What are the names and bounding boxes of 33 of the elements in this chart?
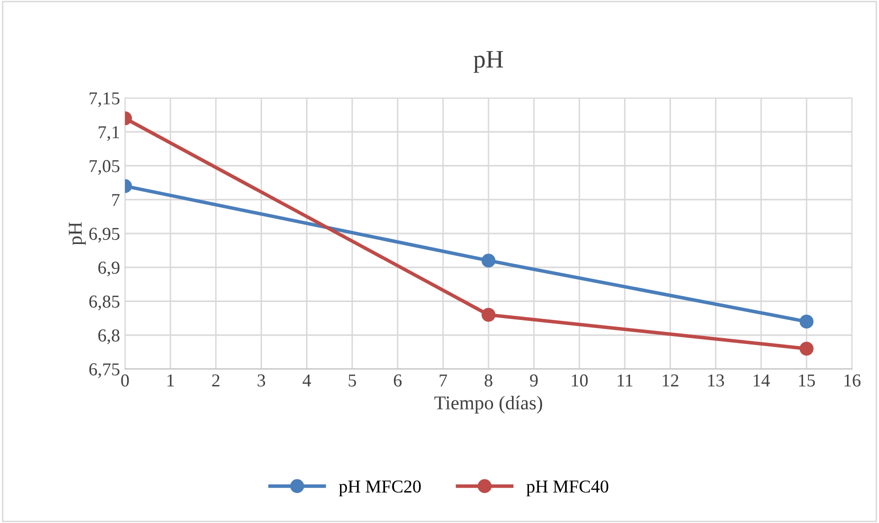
x-tick-label: 6 [394,374,402,387]
x-tick-label: 14 [754,374,770,386]
y-tick-label: 7 [112,194,120,206]
point [800,342,814,356]
x-tick-label: 16 [844,374,860,387]
x-tick-label: 13 [708,374,724,387]
y-tick-label: 7,15 [90,92,120,108]
legend-label: pH MFC40 [526,480,608,496]
y-tick-label: 6,85 [89,296,120,310]
y-tick-label: 7,05 [90,160,120,175]
y-tick-label: 6,9 [98,262,120,276]
chart-title: pH [474,51,504,73]
x-tick-label: 15 [799,374,815,387]
x-tick-label: 11 [618,374,632,386]
y-tick-label: 6,95 [89,228,120,243]
x-tick-label: 0 [121,374,129,387]
x-tick-label: 3 [258,374,266,387]
y-tick-label: 7,1 [98,126,120,141]
y-tick-label: 6,75 [89,363,120,378]
x-tick-label: 8 [484,374,492,387]
x-tick-label: 2 [212,374,220,386]
x-tick-label: 1 [168,374,174,386]
point [800,314,814,329]
x-tick-label: 12 [662,374,678,386]
x-axis-title: Tiempo (días) [434,396,542,414]
y-axis-title: pH [68,222,86,246]
y-tick-label: 6,8 [98,329,120,344]
x-tick-label: 9 [530,374,538,387]
x-tick-label: 7 [440,374,448,386]
x-tick-label: 5 [348,374,356,387]
legend-label: pH MFC20 [338,480,421,496]
x-tick-label: 4 [302,374,311,386]
x-tick-label: 10 [572,374,588,387]
